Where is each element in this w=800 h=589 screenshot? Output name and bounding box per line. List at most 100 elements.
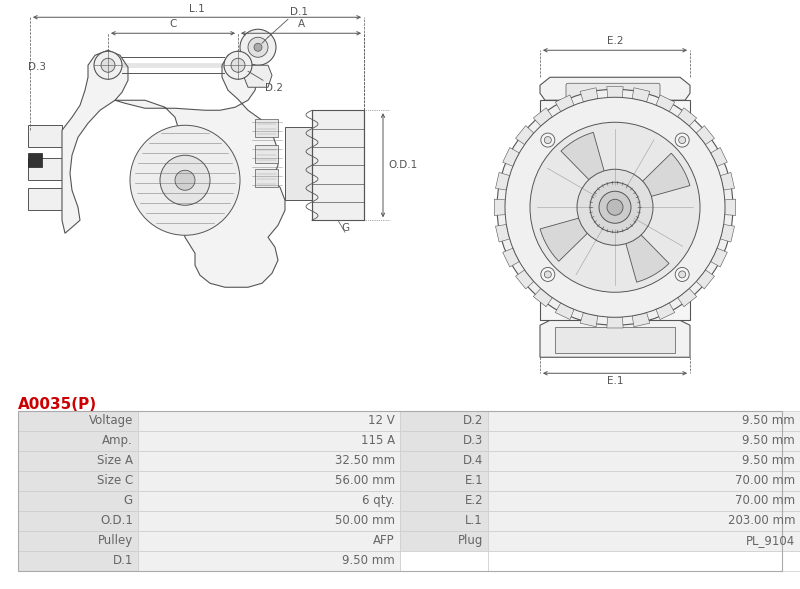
Text: C: C [170,19,177,29]
Polygon shape [696,125,714,145]
Bar [18,411,782,571]
Bar [18,451,138,471]
Bar [488,431,800,451]
Circle shape [599,191,631,223]
Text: 9.50 mm: 9.50 mm [742,414,795,427]
Text: L.1: L.1 [466,514,483,527]
Bar [138,531,400,551]
Text: 12 V: 12 V [368,414,395,427]
Text: A0035(P): A0035(P) [18,397,97,412]
Text: 203.00 mm: 203.00 mm [727,514,795,527]
Polygon shape [515,270,534,289]
Text: Pulley: Pulley [98,534,133,547]
Polygon shape [28,188,62,210]
Circle shape [678,271,686,278]
Polygon shape [534,289,552,307]
Text: D.1: D.1 [290,7,308,17]
Text: D.1: D.1 [113,554,133,567]
Circle shape [590,182,640,232]
Text: E.1: E.1 [606,376,623,386]
Polygon shape [710,248,727,267]
Circle shape [130,125,240,235]
Polygon shape [632,88,650,102]
Text: D.2: D.2 [265,83,283,93]
Bar [488,411,800,431]
Circle shape [541,267,555,282]
Polygon shape [696,270,714,289]
Text: AFP: AFP [374,534,395,547]
Bar [488,451,800,471]
Circle shape [224,51,252,80]
Polygon shape [725,199,736,216]
Bar [400,451,488,471]
Text: 9.50 mm: 9.50 mm [742,434,795,447]
Polygon shape [502,248,519,267]
Circle shape [160,155,210,205]
Bar [18,411,138,431]
Circle shape [175,170,195,190]
Bar [400,531,488,551]
Polygon shape [28,125,62,147]
Circle shape [248,37,268,57]
Polygon shape [285,127,312,200]
Polygon shape [710,148,727,166]
Polygon shape [255,119,278,137]
Polygon shape [502,148,519,166]
Circle shape [240,29,276,65]
Circle shape [536,203,544,211]
Bar [488,491,800,511]
Text: E.1: E.1 [464,474,483,487]
Bar [18,531,138,551]
Bar [18,551,138,571]
Polygon shape [580,88,598,102]
Circle shape [678,137,686,144]
Polygon shape [540,320,690,358]
Polygon shape [607,317,623,328]
Polygon shape [534,108,552,126]
Bar [488,531,800,551]
Bar [18,431,138,451]
Bar [18,491,138,511]
Polygon shape [607,87,623,98]
Polygon shape [540,214,599,262]
Text: E.2: E.2 [606,37,623,47]
Polygon shape [28,158,62,180]
Circle shape [530,123,700,292]
Polygon shape [244,65,272,87]
Text: G: G [341,223,349,233]
Polygon shape [656,95,674,111]
Bar [138,551,400,571]
Bar [488,471,800,491]
Text: 6 qty.: 6 qty. [362,494,395,507]
Polygon shape [540,100,690,320]
Text: 9.50 mm: 9.50 mm [342,554,395,567]
Polygon shape [255,169,278,187]
Text: 32.50 mm: 32.50 mm [335,454,395,467]
Text: 56.00 mm: 56.00 mm [335,474,395,487]
Text: 9.50 mm: 9.50 mm [742,454,795,467]
Bar [138,471,400,491]
Polygon shape [580,313,598,327]
Circle shape [254,43,262,51]
Text: A: A [298,19,305,29]
Polygon shape [495,173,510,190]
Bar [138,491,400,511]
Polygon shape [720,173,734,190]
Polygon shape [631,153,690,201]
Text: Amp.: Amp. [102,434,133,447]
Text: D.3: D.3 [28,62,46,72]
Bar [400,411,488,431]
Circle shape [577,169,653,245]
Circle shape [686,203,694,211]
Bar [400,431,488,451]
Polygon shape [678,108,697,126]
Bar [18,471,138,491]
Polygon shape [255,145,278,163]
Circle shape [611,128,619,136]
Circle shape [675,133,689,147]
Polygon shape [678,289,697,307]
Polygon shape [494,199,506,216]
Circle shape [497,90,733,325]
Polygon shape [555,95,574,111]
Circle shape [231,58,245,72]
